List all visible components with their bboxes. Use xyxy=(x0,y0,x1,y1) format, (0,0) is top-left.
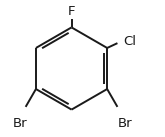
Text: Br: Br xyxy=(117,118,132,130)
Text: Cl: Cl xyxy=(123,35,136,48)
Text: F: F xyxy=(68,5,75,18)
Text: Br: Br xyxy=(13,118,27,130)
